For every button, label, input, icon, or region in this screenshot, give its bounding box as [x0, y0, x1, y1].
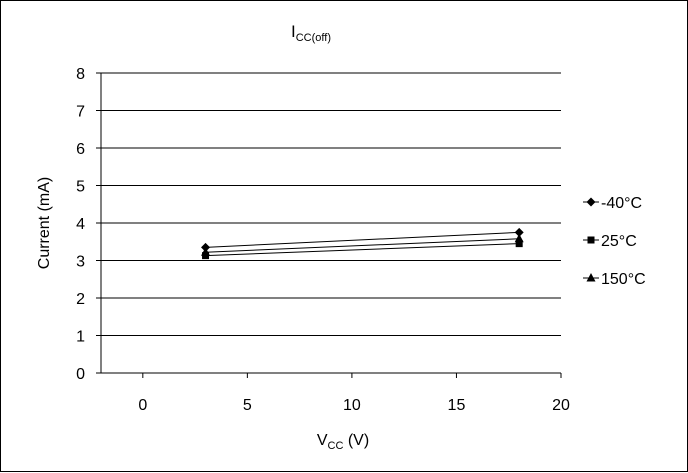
y-tick-label-8: 8 — [76, 66, 85, 83]
y-tick-label-1: 1 — [76, 329, 85, 346]
legend-label-0: -40°C — [601, 195, 642, 212]
series-line-2 — [205, 238, 520, 253]
series-line-0 — [205, 231, 520, 248]
data-point-2-1 — [514, 233, 524, 243]
x-axis-label-unit: (V) — [343, 432, 369, 449]
series-line-1 — [205, 243, 520, 257]
plot-area — [201, 227, 524, 260]
y-tick-label-2: 2 — [76, 291, 85, 308]
data-point-0-1 — [514, 227, 524, 237]
chart-title: ICC(off) — [291, 22, 331, 44]
data-point-2-0 — [201, 247, 211, 256]
grid — [101, 72, 561, 336]
chart-title-sub: CC(off) — [296, 32, 331, 44]
legend-marker-0 — [586, 197, 596, 207]
legend-label-2: 150°C — [601, 271, 646, 288]
y-tick-label-3: 3 — [76, 254, 85, 271]
x-tick-label-5: 5 — [243, 397, 252, 414]
y-axis-label: Current (mA) — [36, 177, 53, 269]
y-tick-label-5: 5 — [76, 179, 85, 196]
chart-title-main: I — [291, 22, 296, 41]
y-tick-label-4: 4 — [76, 216, 85, 233]
x-tick-label-0: 0 — [138, 397, 147, 414]
ticks: 0 1 2 3 4 5 6 7 8 0 5 10 15 20 — [76, 66, 570, 414]
y-tick-label-7: 7 — [76, 104, 85, 121]
x-tick-label-20: 20 — [552, 397, 570, 414]
legend: -40°C 25°C 150°C — [583, 195, 646, 288]
x-axis-label-main: V — [317, 432, 328, 449]
data-point-1-1 — [515, 240, 523, 248]
x-tick-label-15: 15 — [448, 397, 466, 414]
x-axis-label: VCC (V) — [317, 432, 369, 452]
legend-marker-2 — [586, 273, 596, 282]
x-axis-label-sub: CC — [328, 440, 344, 452]
x-tick-label-10: 10 — [343, 397, 361, 414]
y-tick-label-6: 6 — [76, 141, 85, 158]
y-tick-label-0: 0 — [76, 366, 85, 383]
legend-label-1: 25°C — [601, 233, 637, 250]
legend-marker-1 — [587, 236, 595, 244]
